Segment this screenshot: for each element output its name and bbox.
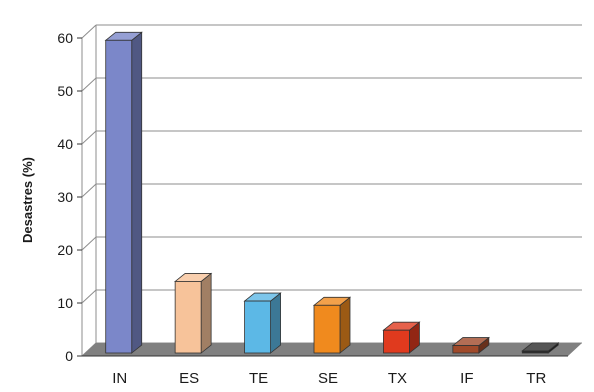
- gridline-side: [81, 77, 97, 92]
- bar-front: [313, 304, 341, 354]
- x-tick-label: TX: [388, 370, 407, 387]
- x-tick-label: TE: [249, 370, 268, 387]
- y-tick-label: 20: [57, 242, 73, 258]
- y-axis-label: Desastres (%): [20, 157, 35, 243]
- y-tick-label: 0: [65, 348, 73, 364]
- bar-front: [174, 281, 202, 354]
- x-tick-label: IN: [112, 370, 127, 387]
- y-axis-ticks: 0 10 20 30 40 50 60: [57, 30, 73, 364]
- bar-front: [521, 350, 549, 354]
- x-tick-label: ES: [179, 370, 199, 387]
- gridline-side: [81, 183, 97, 198]
- bar-in: [104, 31, 143, 354]
- bar-tr: [521, 342, 560, 354]
- bar-es: [174, 272, 213, 354]
- gridline-side: [81, 236, 97, 251]
- x-tick-label: IF: [460, 370, 473, 387]
- bar-side: [131, 31, 143, 354]
- y-tick-label: 60: [57, 30, 73, 46]
- bar-side: [270, 292, 281, 354]
- x-tick-label: TR: [526, 370, 546, 387]
- gridline-side: [81, 24, 97, 39]
- bar-front: [452, 345, 480, 354]
- y-tick-label: 40: [57, 136, 73, 152]
- bar-tx: [382, 321, 421, 354]
- y-tick-label: 10: [57, 295, 73, 311]
- bar-if: [451, 336, 490, 354]
- bar-front: [383, 329, 410, 354]
- y-tick-label: 50: [57, 83, 73, 99]
- bar-side: [200, 272, 212, 354]
- bar-front: [244, 300, 271, 354]
- gridline-side: [81, 289, 97, 304]
- gridline-side: [81, 130, 97, 145]
- bars: [104, 31, 560, 354]
- bar-front: [105, 39, 133, 354]
- bar-se: [312, 296, 352, 354]
- bar-side: [339, 296, 351, 354]
- bar-te: [243, 292, 282, 354]
- x-axis-ticks: IN ES TE SE TX IF TR: [112, 370, 546, 387]
- y-tick-label: 30: [57, 189, 73, 205]
- x-tick-label: SE: [318, 370, 338, 387]
